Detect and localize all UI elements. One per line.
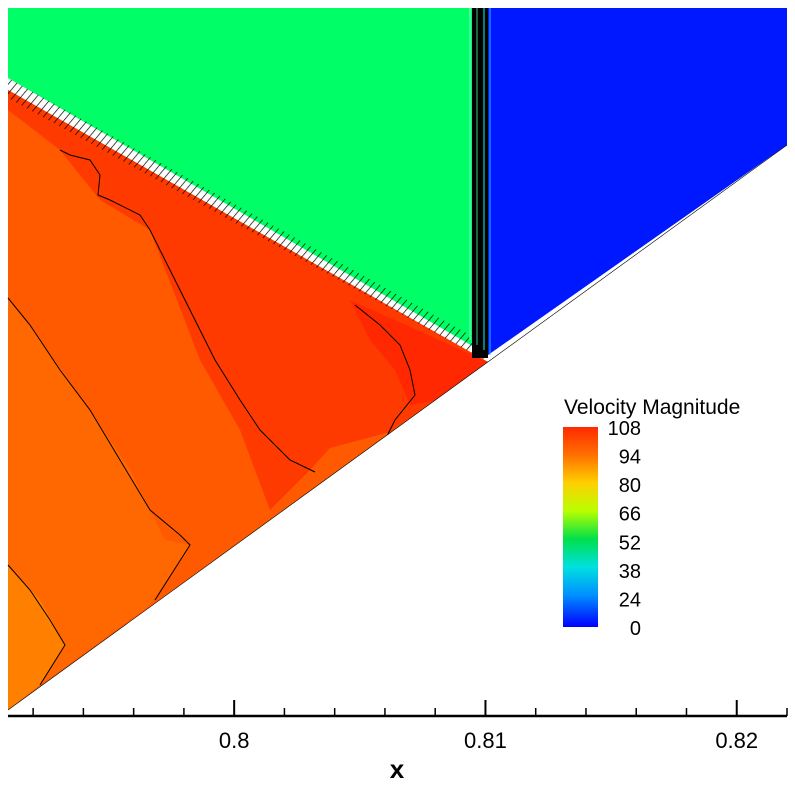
contour-line <box>59 149 316 473</box>
colorbar-level-label: 38 <box>619 561 641 583</box>
x-axis: 0.8 0.81 0.82 x <box>8 700 788 784</box>
wedge-surface <box>7 144 788 711</box>
colorbar-level-label: 108 <box>608 418 641 440</box>
x-tick-label: 0.81 <box>464 728 507 753</box>
colorbar-gradient <box>563 427 598 627</box>
region-post-normal-shock <box>488 8 787 355</box>
colorbar-legend: Velocity Magnitude 108 94 80 66 52 38 24 0 <box>563 396 740 640</box>
region-post-oblique-shock <box>8 8 488 355</box>
oblique-shock-band <box>8 78 488 362</box>
contour-line <box>7 297 191 601</box>
contour-line <box>354 304 416 441</box>
contour-field <box>7 8 788 711</box>
colorbar-level-label: 66 <box>619 504 641 526</box>
colorbar-level-label: 94 <box>619 447 641 469</box>
x-tick-label: 0.82 <box>715 728 758 753</box>
colorbar-level-label: 0 <box>630 618 641 640</box>
region-upstream-high <box>8 90 488 510</box>
colorbar-level-label: 80 <box>619 475 641 497</box>
x-tick-label: 0.8 <box>219 728 250 753</box>
colorbar-title: Velocity Magnitude <box>564 396 740 419</box>
region-upstream-peak <box>350 300 488 405</box>
colorbar-level-label: 52 <box>619 532 641 554</box>
region-upstream-low <box>8 298 190 710</box>
x-axis-title: x <box>390 754 405 784</box>
region-upstream-lowest <box>8 565 65 710</box>
x-ticks: 0.8 0.81 0.82 <box>32 700 788 753</box>
colorbar-labels: 108 94 80 66 52 38 24 0 <box>608 418 641 640</box>
normal-shock-band <box>472 8 488 358</box>
colorbar-level-label: 24 <box>619 589 641 611</box>
contour-line <box>7 564 66 686</box>
